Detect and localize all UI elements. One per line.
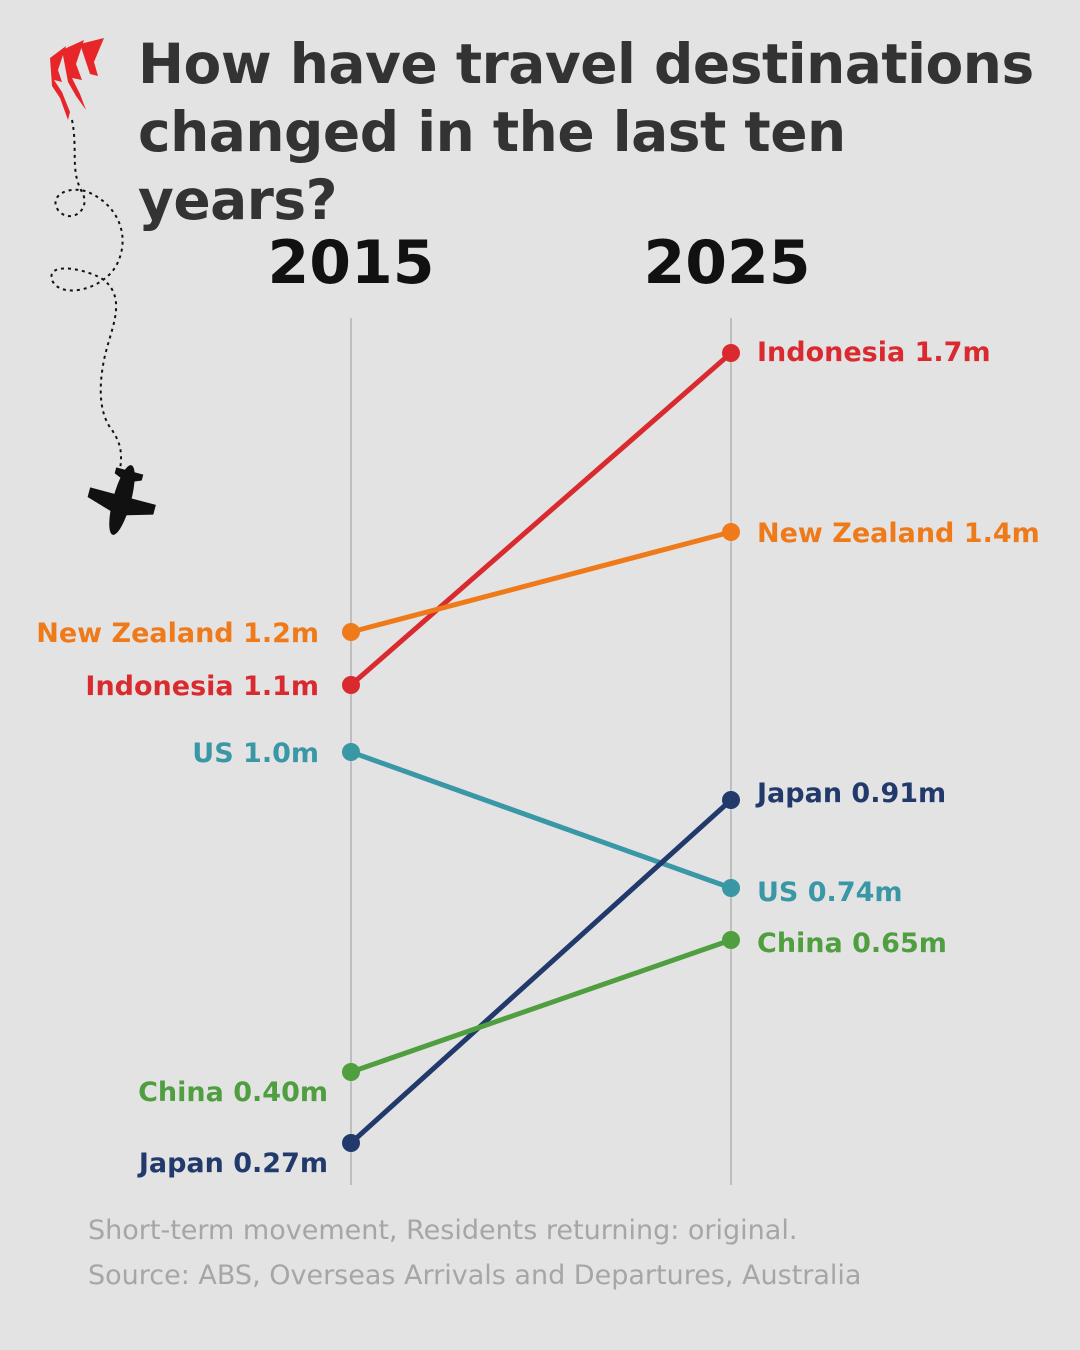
year-label-2025: 2025 (644, 228, 811, 298)
data-point-japan-2015 (342, 1134, 360, 1152)
data-point-japan-2025 (722, 791, 740, 809)
data-label-japan-2025: Japan 0.91m (755, 778, 946, 809)
series-line-new-zealand (348, 529, 734, 635)
data-label-new-zealand-2015: New Zealand 1.2m (36, 618, 319, 649)
chart-title: How have travel destinations changed in … (138, 32, 1034, 232)
footer-source: Source: ABS, Overseas Arrivals and Depar… (88, 1260, 862, 1291)
data-point-new-zealand-2025 (722, 523, 740, 541)
series-layer: Indonesia 1.1m Indonesia 1.7m New Zealand … (36, 337, 1040, 1179)
series-line-china (348, 937, 734, 1075)
data-label-china-2015: China 0.40m (138, 1077, 328, 1108)
year-label-2015: 2015 (268, 228, 435, 298)
sbs-logo-mark (50, 38, 104, 120)
data-label-china-2025: China 0.65m (757, 928, 947, 959)
series-line-indonesia (348, 350, 734, 688)
data-point-china-2015 (342, 1063, 360, 1081)
data-point-new-zealand-2015 (342, 623, 360, 641)
data-label-new-zealand-2025: New Zealand 1.4m (757, 518, 1040, 549)
data-point-indonesia-2015 (342, 676, 360, 694)
airplane-icon (87, 465, 156, 535)
data-point-china-2025 (722, 931, 740, 949)
data-label-japan-2015: Japan 0.27m (137, 1148, 328, 1179)
dotted-flight-path (50, 119, 124, 471)
sbs-logo-icon (50, 38, 156, 535)
footer: Short-term movement, Residents returning… (88, 1208, 861, 1298)
data-label-indonesia-2015: Indonesia 1.1m (85, 671, 319, 702)
data-point-indonesia-2025 (722, 344, 740, 362)
data-label-us-2015: US 1.0m (192, 738, 319, 769)
data-label-indonesia-2025: Indonesia 1.7m (757, 337, 991, 368)
data-label-us-2025: US 0.74m (757, 877, 903, 908)
data-point-us-2015 (342, 743, 360, 761)
series-line-us (348, 749, 734, 891)
data-point-us-2025 (722, 879, 740, 897)
footer-note: Short-term movement, Residents returning… (88, 1215, 798, 1246)
series-line-japan (348, 797, 734, 1146)
